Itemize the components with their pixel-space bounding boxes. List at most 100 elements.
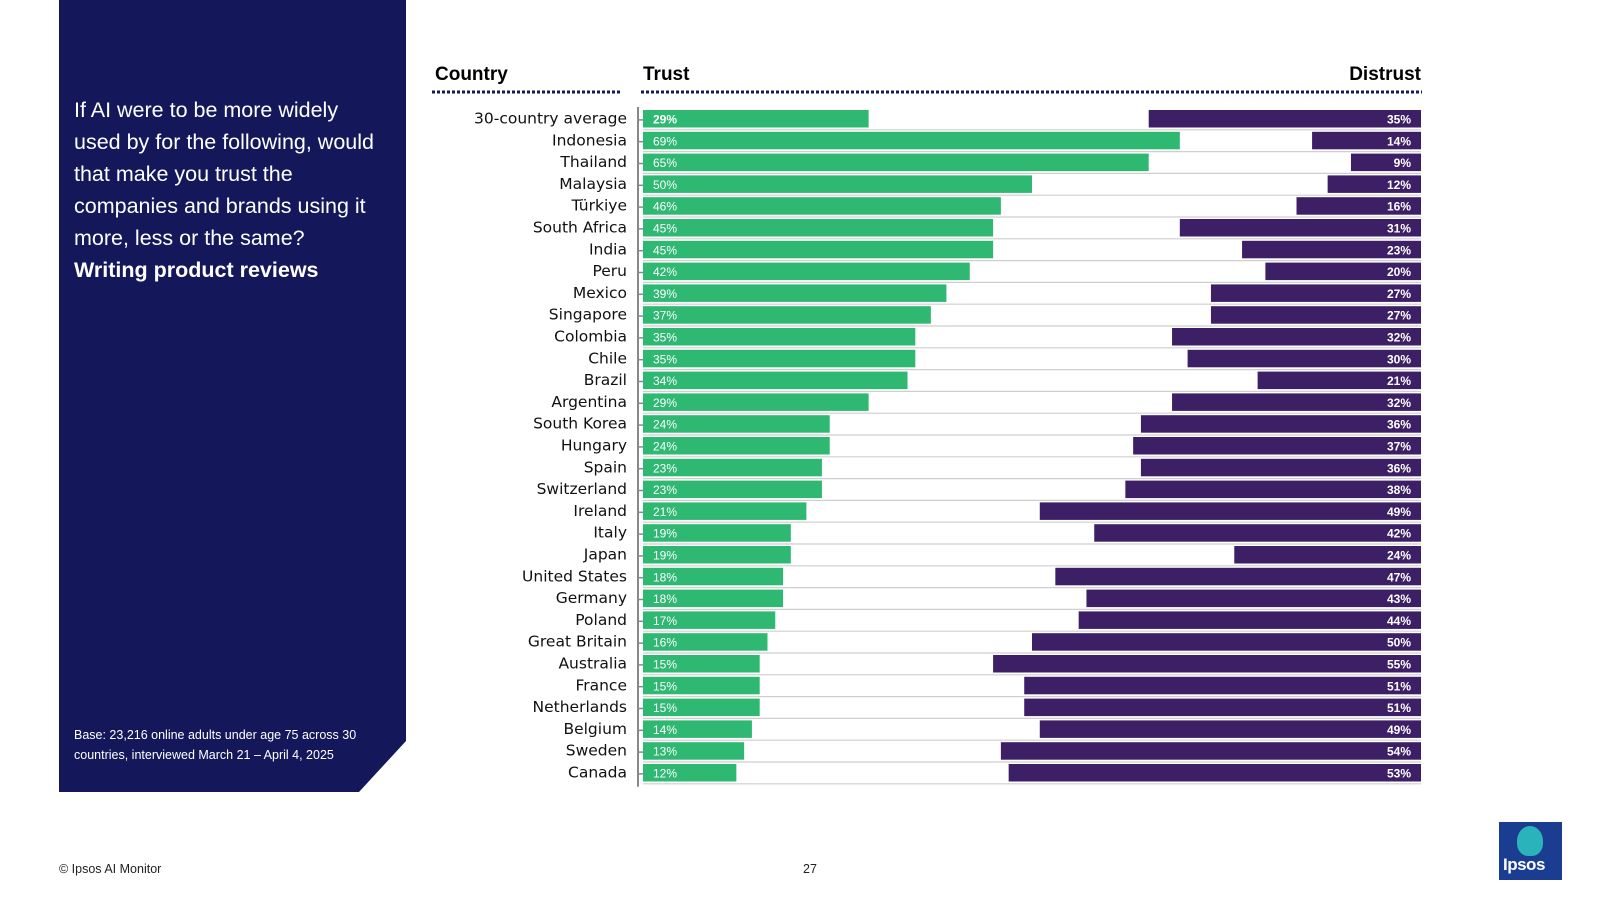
distrust-value-thailand: 9%: [1394, 156, 1412, 170]
distrust-value-france: 51%: [1387, 679, 1411, 693]
trust-value-sweden: 13%: [653, 745, 677, 759]
distrust-value-argentina: 32%: [1387, 396, 1411, 410]
trust-value-singapore: 37%: [653, 309, 677, 323]
trust-value-south-africa: 45%: [653, 222, 677, 236]
trust-value-switzerland: 23%: [653, 483, 677, 497]
trust-distrust-chart: 30-country average 29% 35% Indonesia 69% 14% T…: [432, 64, 1422, 787]
distrust-value-malaysia: 12%: [1387, 178, 1411, 192]
ipsos-logo: Ipsos: [1499, 822, 1562, 880]
trust-value-france: 15%: [653, 679, 677, 693]
distrust-bar-south-africa: [1179, 219, 1421, 237]
distrust-value-ireland: 49%: [1387, 505, 1411, 519]
trust-bar-canada: [643, 764, 737, 782]
distrust-value-hungary: 37%: [1387, 440, 1411, 454]
distrust-value-great-britain: 50%: [1387, 636, 1411, 650]
trust-value-great-britain: 16%: [653, 636, 677, 650]
question-text: If AI were to be more widely used by for…: [74, 98, 374, 250]
distrust-bar-united-states: [1055, 567, 1421, 586]
distrust-value-indonesia: 14%: [1387, 134, 1411, 148]
logo-text: Ipsos: [1503, 855, 1545, 874]
trust-bar-australia: [643, 655, 760, 673]
distrust-bar-australia: [993, 655, 1421, 673]
distrust-bar-canada: [1008, 764, 1421, 782]
distrust-value-japan: 24%: [1387, 549, 1411, 563]
trust-bar-south-africa: [643, 219, 994, 237]
country-label-australia: Australia: [558, 655, 627, 673]
trust-value-argentina: 29%: [653, 396, 677, 410]
country-label-poland: Poland: [575, 611, 627, 629]
trust-value-belgium: 14%: [653, 723, 677, 737]
trust-bar-ireland: [643, 502, 807, 520]
trust-value-india: 45%: [653, 243, 677, 257]
trust-bar-thailand: [643, 153, 1149, 172]
country-label-belgium: Belgium: [563, 720, 627, 738]
distrust-bar-singapore: [1210, 306, 1421, 324]
trust-value-peru: 42%: [653, 265, 677, 279]
trust-value-mexico: 39%: [653, 287, 677, 301]
country-label-malaysia: Malaysia: [559, 175, 627, 193]
country-label-hungary: Hungary: [561, 437, 627, 455]
distrust-bar-argentina: [1172, 393, 1421, 411]
side-panel: If AI were to be more widely used by for…: [59, 0, 406, 792]
country-label-chile: Chile: [588, 349, 627, 367]
distrust-bar-hungary: [1133, 437, 1421, 455]
distrust-bar-sweden: [1000, 742, 1421, 760]
chart-grid: [637, 107, 1421, 787]
country-label-peru: Peru: [592, 262, 627, 280]
distrust-bar-germany: [1086, 589, 1421, 608]
trust-bar-sweden: [643, 742, 745, 760]
distrust-value-germany: 43%: [1387, 592, 1411, 606]
country-label-ireland: Ireland: [573, 502, 627, 520]
distrust-value-south-africa: 31%: [1387, 222, 1411, 236]
trust-value-thailand: 65%: [653, 156, 677, 170]
trust-bar-belgium: [643, 720, 752, 738]
trust-bar-singapore: [643, 306, 931, 324]
country-label-singapore: Singapore: [549, 306, 627, 324]
distrust-bar-chile: [1187, 349, 1421, 368]
distrust-value-t-rkiye: 16%: [1387, 200, 1411, 214]
trust-bar-france: [643, 676, 760, 695]
distrust-bar-netherlands: [1024, 698, 1421, 717]
country-label-south-africa: South Africa: [533, 219, 627, 237]
distrust-value-singapore: 27%: [1387, 309, 1411, 323]
distrust-value-mexico: 27%: [1387, 287, 1411, 301]
country-label-thailand: Thailand: [559, 153, 627, 171]
country-label-spain: Spain: [584, 458, 627, 476]
distrust-value-canada: 53%: [1387, 767, 1411, 781]
trust-value-t-rkiye: 46%: [653, 200, 677, 214]
trust-value-spain: 23%: [653, 461, 677, 475]
question-topic: Writing product reviews: [74, 258, 319, 282]
trust-bar-poland: [643, 611, 776, 629]
trust-bar-mexico: [643, 284, 947, 302]
distrust-bar-india: [1242, 240, 1421, 259]
footer-copyright: © Ipsos AI Monitor: [59, 862, 162, 876]
country-label-france: France: [575, 676, 627, 694]
country-label-t-rkiye: Türkiye: [570, 197, 627, 215]
trust-value-colombia: 35%: [653, 331, 677, 345]
trust-value-malaysia: 50%: [653, 178, 677, 192]
trust-bar-chile: [643, 349, 916, 368]
distrust-bar-mexico: [1210, 284, 1421, 302]
distrust-bar-thailand: [1350, 153, 1421, 172]
country-label-india: India: [589, 240, 627, 258]
distrust-value-30-country-average: 35%: [1387, 113, 1411, 127]
header-country: Country: [435, 64, 508, 85]
distrust-bar-brazil: [1257, 371, 1421, 390]
country-label-indonesia: Indonesia: [552, 131, 627, 149]
distrust-value-spain: 36%: [1387, 461, 1411, 475]
trust-bar-indonesia: [643, 131, 1180, 150]
distrust-bar-great-britain: [1032, 633, 1421, 651]
distrust-bar-spain: [1140, 458, 1421, 477]
distrust-value-colombia: 32%: [1387, 331, 1411, 345]
chart-labels: 30-country average 29% 35% Indonesia 69% 14% T…: [474, 110, 1411, 782]
trust-bar-brazil: [643, 371, 908, 390]
country-label-30-country-average: 30-country average: [474, 110, 627, 128]
country-label-argentina: Argentina: [551, 393, 627, 411]
header-distrust: Distrust: [1349, 64, 1421, 85]
distrust-bar-italy: [1094, 524, 1421, 542]
trust-bar-great-britain: [643, 633, 768, 651]
trust-value-netherlands: 15%: [653, 701, 677, 715]
country-label-netherlands: Netherlands: [533, 698, 627, 716]
trust-value-ireland: 21%: [653, 505, 677, 519]
trust-value-chile: 35%: [653, 352, 677, 366]
